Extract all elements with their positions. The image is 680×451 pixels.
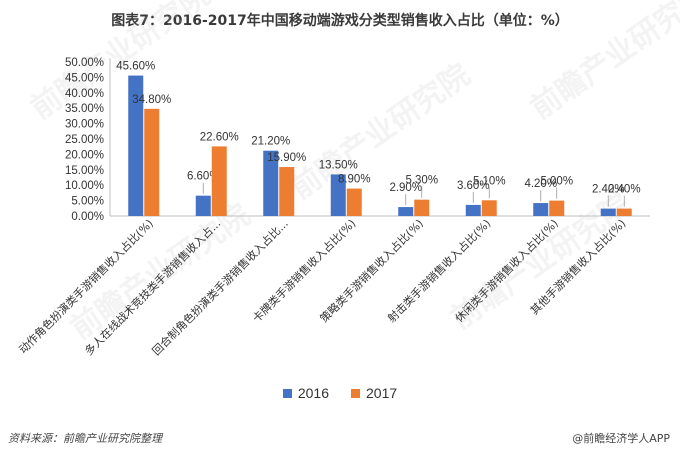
- bar-2017: [279, 167, 295, 216]
- y-tick-label: 20.00%: [65, 149, 104, 161]
- bar-2016: [330, 174, 346, 216]
- data-label-2017: 5.00%: [540, 176, 573, 188]
- source-note: 资料来源：前瞻产业研究院整理: [8, 432, 162, 445]
- y-tick-label: 40.00%: [65, 88, 104, 100]
- chart-legend: 2016 2017: [0, 385, 680, 401]
- y-tick-label: 10.00%: [65, 180, 104, 192]
- data-label-2016: 2.40%: [592, 184, 625, 196]
- bar-2016: [263, 150, 279, 216]
- data-label-2016: 21.20%: [251, 136, 290, 148]
- data-label-2016: 45.60%: [116, 61, 155, 73]
- bar-2017: [481, 200, 497, 216]
- y-tick-label: 15.00%: [65, 165, 104, 177]
- y-tick-label: 0.00%: [71, 211, 104, 223]
- bar-2017: [616, 208, 632, 216]
- bar-2016: [533, 203, 549, 216]
- bar-2016: [195, 195, 211, 216]
- data-label-2017: 5.10%: [473, 175, 506, 187]
- legend-item-2016: 2016: [282, 385, 329, 401]
- watermark-1: 前瞻产业研究院: [285, 57, 477, 206]
- bar-2016: [465, 204, 481, 216]
- y-tick-label: 45.00%: [65, 72, 104, 84]
- bar-2017: [346, 188, 362, 216]
- y-tick-label: 5.00%: [71, 196, 104, 208]
- brand-credit: @前瞻经济学人APP: [572, 432, 670, 445]
- data-label-2017: 15.90%: [267, 152, 306, 164]
- data-label-2016: 6.60%: [187, 171, 220, 183]
- bar-2016: [128, 75, 144, 216]
- data-label-2016: 3.60%: [457, 180, 490, 192]
- data-label-2017: 8.90%: [338, 174, 371, 186]
- data-label-2016: 13.50%: [319, 159, 358, 171]
- data-label-2016: 4.20%: [524, 178, 557, 190]
- y-tick-label: 35.00%: [65, 103, 104, 115]
- bar-2017: [549, 200, 565, 216]
- bar-2016: [398, 207, 414, 216]
- bar-2016: [600, 208, 616, 216]
- bar-2017: [414, 199, 430, 216]
- legend-item-2017: 2017: [351, 385, 397, 401]
- legend-swatch-2016: [282, 388, 292, 398]
- legend-label-2016: 2016: [297, 385, 329, 401]
- chart-title: 图表7：2016-2017年中国移动端游戏分类型销售收入占比（单位：%）: [111, 13, 569, 29]
- data-label-2017: 2.40%: [608, 184, 641, 196]
- bar-2017: [144, 108, 160, 216]
- y-tick-label: 30.00%: [65, 119, 104, 131]
- y-tick-label: 25.00%: [65, 134, 104, 146]
- data-label-2017: 22.60%: [200, 131, 239, 143]
- bar-2017: [211, 146, 227, 216]
- watermark-2: 前瞻产业研究院: [525, 0, 680, 127]
- y-tick-label: 50.00%: [65, 57, 104, 69]
- legend-label-2017: 2017: [366, 385, 398, 401]
- data-label-2016: 2.90%: [389, 182, 422, 194]
- x-tick-label: 多人在线战术竞技类手游销售收入占...: [82, 216, 224, 358]
- data-label-2017: 5.30%: [405, 175, 438, 187]
- legend-swatch-2017: [351, 388, 360, 398]
- data-label-2017: 34.80%: [132, 94, 171, 106]
